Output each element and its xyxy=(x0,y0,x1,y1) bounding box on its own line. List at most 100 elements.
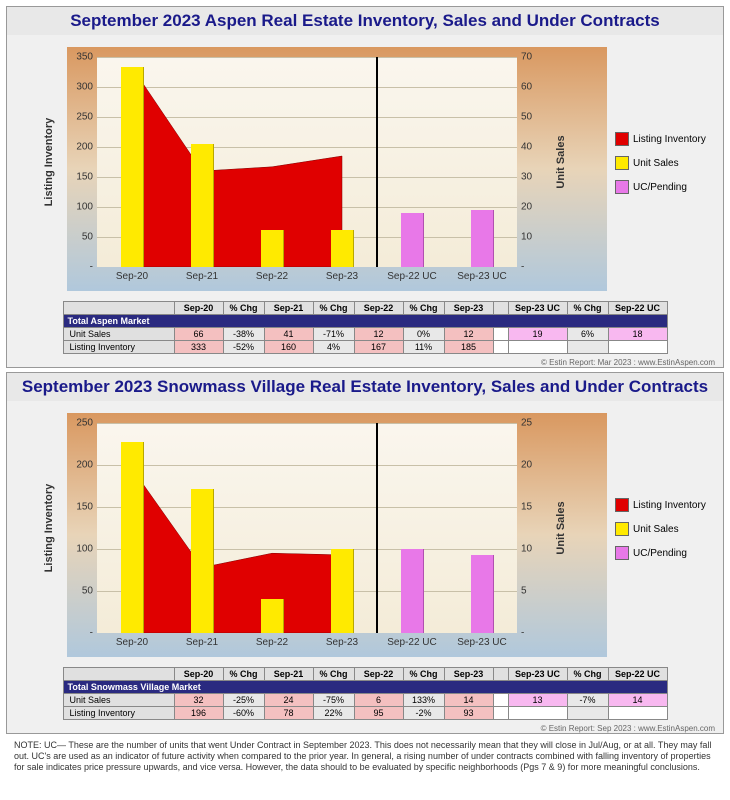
table-cell: 14 xyxy=(608,694,667,707)
legend: Listing InventoryUnit SalesUC/Pending xyxy=(615,488,706,570)
table-cell: 66 xyxy=(174,328,223,341)
table-header: % Chg xyxy=(403,668,444,681)
data-table-wrap: Sep-20% ChgSep-21% ChgSep-22% ChgSep-23S… xyxy=(7,301,723,354)
chart-panel: September 2023 Aspen Real Estate Invento… xyxy=(6,6,724,368)
table-header: Sep-20 xyxy=(174,302,223,315)
table-cell: 6% xyxy=(567,328,608,341)
table-header xyxy=(63,668,174,681)
table-header: % Chg xyxy=(567,668,608,681)
chart-area: --5010100201503020040250503006035070Sep-… xyxy=(7,39,723,299)
x-category: Sep-22 UC xyxy=(387,633,436,648)
x-category: Sep-20 xyxy=(116,633,148,648)
table-cell: -75% xyxy=(313,694,354,707)
table-cell: 6 xyxy=(354,694,403,707)
x-category: Sep-21 xyxy=(186,267,218,282)
table-cell: -38% xyxy=(223,328,264,341)
table-header: % Chg xyxy=(403,302,444,315)
chart-area: --50510010150152002025025Sep-20Sep-21Sep… xyxy=(7,405,723,665)
uc-pending-bar xyxy=(471,210,493,267)
y-axis-label-right: Unit Sales xyxy=(555,135,567,188)
chart-title: September 2023 Snowmass Village Real Est… xyxy=(7,373,723,401)
y-tick-right: 20 xyxy=(517,202,551,213)
y-tick-left: 200 xyxy=(63,460,97,471)
y-axis-label-left: Listing Inventory xyxy=(43,118,55,207)
table-cell: 185 xyxy=(444,341,493,354)
y-tick-right: 30 xyxy=(517,172,551,183)
table-header: Sep-23 UC xyxy=(508,668,567,681)
legend-label: Unit Sales xyxy=(633,524,679,535)
table-cell: 333 xyxy=(174,341,223,354)
row-label: Unit Sales xyxy=(63,328,174,341)
y-tick-right: 70 xyxy=(517,52,551,63)
legend-swatch xyxy=(615,546,629,560)
table-header: Sep-22 UC xyxy=(608,668,667,681)
table-cell: 78 xyxy=(264,707,313,720)
y-tick-right: 20 xyxy=(517,460,551,471)
table-cell: 19 xyxy=(508,328,567,341)
table-header: Sep-21 xyxy=(264,302,313,315)
uc-pending-bar xyxy=(401,213,423,267)
legend-item: Listing Inventory xyxy=(615,498,706,512)
table-cell xyxy=(493,694,508,707)
table-cell: 196 xyxy=(174,707,223,720)
y-axis-label-right: Unit Sales xyxy=(555,501,567,554)
table-cell: 133% xyxy=(403,694,444,707)
data-table: Sep-20% ChgSep-21% ChgSep-22% ChgSep-23S… xyxy=(63,667,668,720)
unit-sales-bar xyxy=(121,442,143,633)
y-tick-left: 150 xyxy=(63,172,97,183)
table-row: Listing Inventory196-60%7822%95-2%93 xyxy=(63,707,667,720)
legend-label: Unit Sales xyxy=(633,158,679,169)
uc-pending-bar xyxy=(471,555,493,633)
unit-sales-bar xyxy=(261,599,283,633)
row-label: Unit Sales xyxy=(63,694,174,707)
row-label: Listing Inventory xyxy=(63,341,174,354)
table-cell: 160 xyxy=(264,341,313,354)
uc-pending-bar xyxy=(401,549,423,633)
table-cell: 32 xyxy=(174,694,223,707)
legend: Listing InventoryUnit SalesUC/Pending xyxy=(615,122,706,204)
y-tick-right: 10 xyxy=(517,544,551,555)
legend-item: Unit Sales xyxy=(615,156,706,170)
unit-sales-bar xyxy=(261,230,283,267)
x-category: Sep-23 xyxy=(326,633,358,648)
y-tick-right: 15 xyxy=(517,502,551,513)
table-cell xyxy=(567,707,608,720)
y-tick-left: 50 xyxy=(63,232,97,243)
y-tick-left: 100 xyxy=(63,202,97,213)
y-tick-right: 25 xyxy=(517,418,551,429)
y-tick-left: 200 xyxy=(63,142,97,153)
table-header: Sep-20 xyxy=(174,668,223,681)
table-cell: 95 xyxy=(354,707,403,720)
y-tick-left: 100 xyxy=(63,544,97,555)
credit-line: © Estin Report: Mar 2023 : www.EstinAspe… xyxy=(7,358,723,367)
table-header: Sep-22 xyxy=(354,668,403,681)
legend-swatch xyxy=(615,180,629,194)
table-cell: -71% xyxy=(313,328,354,341)
table-cell: -7% xyxy=(567,694,608,707)
table-cell: 0% xyxy=(403,328,444,341)
table-cell: 22% xyxy=(313,707,354,720)
legend-swatch xyxy=(615,156,629,170)
table-header: Sep-21 xyxy=(264,668,313,681)
table-header: % Chg xyxy=(313,302,354,315)
legend-swatch xyxy=(615,522,629,536)
legend-label: Listing Inventory xyxy=(633,500,706,511)
table-section: Total Aspen Market xyxy=(63,315,667,328)
y-tick-left: 150 xyxy=(63,502,97,513)
y-tick-left: 50 xyxy=(63,586,97,597)
table-cell: 4% xyxy=(313,341,354,354)
listing-inventory-area xyxy=(97,57,517,267)
credit-line: © Estin Report: Sep 2023 : www.EstinAspe… xyxy=(7,724,723,733)
y-tick-left: 300 xyxy=(63,82,97,93)
table-cell xyxy=(608,707,667,720)
table-cell: -25% xyxy=(223,694,264,707)
plot-region: --5010100201503020040250503006035070Sep-… xyxy=(97,57,517,267)
y-tick-right: 50 xyxy=(517,112,551,123)
x-category: Sep-22 xyxy=(256,267,288,282)
table-cell: 12 xyxy=(354,328,403,341)
table-row: Unit Sales32-25%24-75%6133%1413-7%14 xyxy=(63,694,667,707)
table-cell: -60% xyxy=(223,707,264,720)
plot-region: --50510010150152002025025Sep-20Sep-21Sep… xyxy=(97,423,517,633)
table-cell: -2% xyxy=(403,707,444,720)
legend-label: Listing Inventory xyxy=(633,134,706,145)
